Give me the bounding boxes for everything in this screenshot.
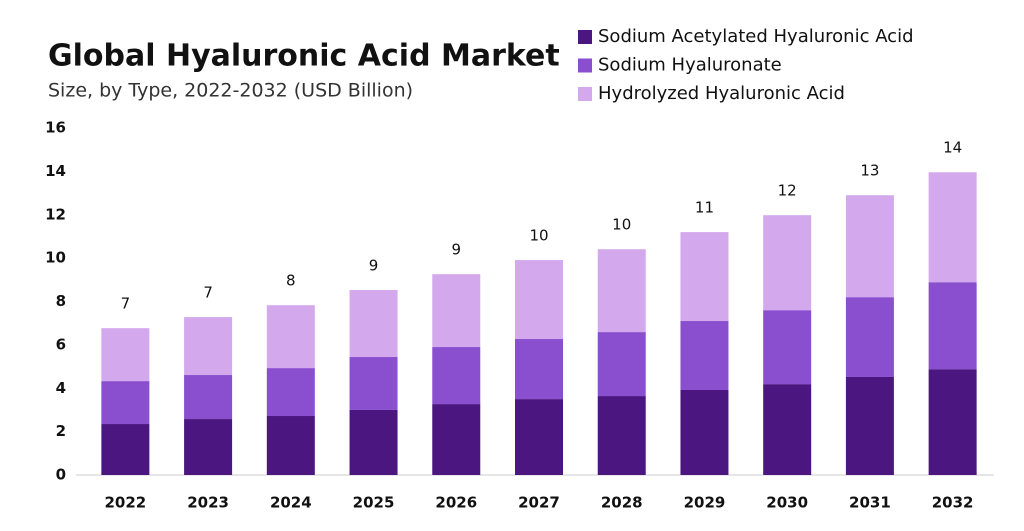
x-tick-label: 2025 (353, 494, 395, 512)
bar-segment (680, 232, 729, 322)
y-tick-label: 16 (45, 119, 66, 137)
x-tick-label: 2031 (849, 494, 891, 512)
bar-segment (349, 357, 398, 410)
x-tick-label: 2024 (270, 494, 312, 512)
bar-segment (597, 332, 646, 397)
bar-segment (597, 249, 646, 333)
x-tick-label: 2028 (601, 494, 643, 512)
y-tick-label: 2 (56, 422, 66, 440)
total-label: 14 (943, 139, 962, 157)
bar-segment (597, 396, 646, 475)
bar-segment (266, 305, 315, 369)
bar-segment (515, 339, 563, 400)
bar-segment (266, 416, 315, 475)
bar-segment (515, 260, 563, 340)
y-tick-label: 14 (45, 162, 66, 180)
y-tick-label: 12 (45, 205, 66, 223)
total-label: 8 (286, 272, 296, 290)
total-label: 12 (778, 182, 797, 200)
bar-segment (680, 321, 729, 390)
bar-segment (184, 419, 233, 475)
bar-segment (763, 215, 812, 311)
chart-subtitle: Size, by Type, 2022-2032 (USD Billion) (48, 80, 413, 102)
total-label: 9 (451, 241, 461, 259)
total-label: 7 (203, 284, 213, 302)
x-tick-label: 2023 (187, 494, 229, 512)
bar-segment (515, 399, 563, 475)
bar-segment (266, 368, 315, 417)
x-tick-label: 2030 (766, 494, 808, 512)
bar-segment (928, 282, 977, 370)
bar-segment (101, 381, 150, 425)
legend-swatch (578, 87, 592, 101)
x-tick-label: 2032 (932, 494, 974, 512)
bar-segment (432, 347, 481, 405)
chart-title: Global Hyaluronic Acid Market (48, 39, 560, 74)
bar-segment (101, 328, 150, 382)
bar-segment (349, 290, 398, 358)
bar-segment (763, 310, 812, 385)
bar-segment (763, 384, 812, 475)
bar-segment (184, 375, 233, 420)
y-tick-label: 8 (56, 292, 66, 310)
total-label: 10 (529, 227, 548, 245)
total-label: 9 (369, 257, 379, 275)
y-tick-label: 6 (56, 335, 66, 353)
y-tick-label: 10 (45, 249, 66, 267)
legend-label: Hydrolyzed Hyaluronic Acid (598, 83, 845, 104)
bar-segment (349, 409, 398, 475)
total-label: 10 (612, 216, 631, 234)
x-tick-label: 2026 (435, 494, 477, 512)
bar-segment (845, 297, 894, 377)
bar-segment (928, 369, 977, 475)
bar-segment (845, 376, 894, 475)
bar-segment (432, 274, 481, 348)
bar-segment (184, 317, 233, 376)
total-label: 7 (121, 295, 131, 313)
legend-label: Sodium Acetylated Hyaluronic Acid (598, 26, 914, 47)
bar-segment (928, 172, 977, 283)
y-tick-label: 4 (56, 379, 66, 397)
x-tick-label: 2029 (684, 494, 726, 512)
total-label: 11 (695, 199, 714, 217)
total-label: 13 (860, 162, 879, 180)
legend-label: Sodium Hyaluronate (598, 55, 782, 76)
bar-segment (680, 389, 729, 475)
x-tick-label: 2022 (104, 494, 146, 512)
bar-segment (845, 195, 894, 298)
x-tick-label: 2027 (518, 494, 560, 512)
bar-segment (101, 424, 150, 475)
legend-swatch (578, 30, 592, 44)
bar-segment (432, 404, 481, 475)
legend-swatch (578, 58, 592, 73)
y-tick-label: 0 (56, 466, 66, 484)
